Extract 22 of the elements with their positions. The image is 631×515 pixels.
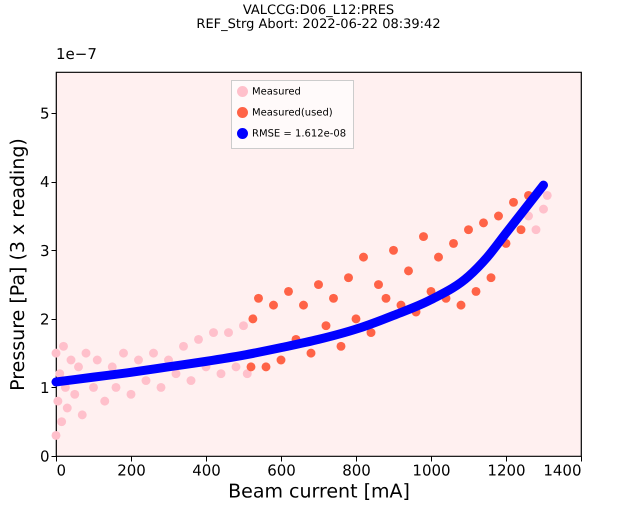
- text: 1e−7: [56, 45, 97, 63]
- y-tick-label: 5: [40, 104, 50, 123]
- y-tick-label: 1: [40, 378, 50, 397]
- y-tick-label: 4: [40, 173, 50, 192]
- y-axis-title: Pressure [Pa] (3 x reading): [6, 138, 29, 391]
- legend-label: Measured: [252, 86, 301, 98]
- chart-title: VALCCG:D06_L12:PRES: [242, 3, 394, 18]
- x-tick-label: 800: [342, 462, 371, 480]
- legend-label: RMSE = 1.612e-08: [252, 128, 346, 140]
- x-tick-label: 400: [192, 462, 221, 480]
- x-tick-label: 1400: [543, 462, 582, 480]
- legend-label: Measured(used): [252, 108, 333, 118]
- x-tick-label: 1000: [412, 462, 451, 480]
- x-tick-label: 200: [117, 462, 146, 480]
- x-tick-label: 0: [56, 462, 66, 480]
- x-axis-title: Beam current [mA]: [228, 480, 410, 502]
- y-tick-label: 3: [40, 242, 50, 260]
- y-tick-label: 2: [40, 310, 50, 328]
- x-tick-label: 1200: [487, 462, 526, 480]
- x-tick-label: 600: [267, 462, 296, 480]
- y-tick-label: 0: [40, 448, 50, 466]
- chart-subtitle: REF_Strg Abort: 2022-06-22 08:39:42: [196, 17, 441, 32]
